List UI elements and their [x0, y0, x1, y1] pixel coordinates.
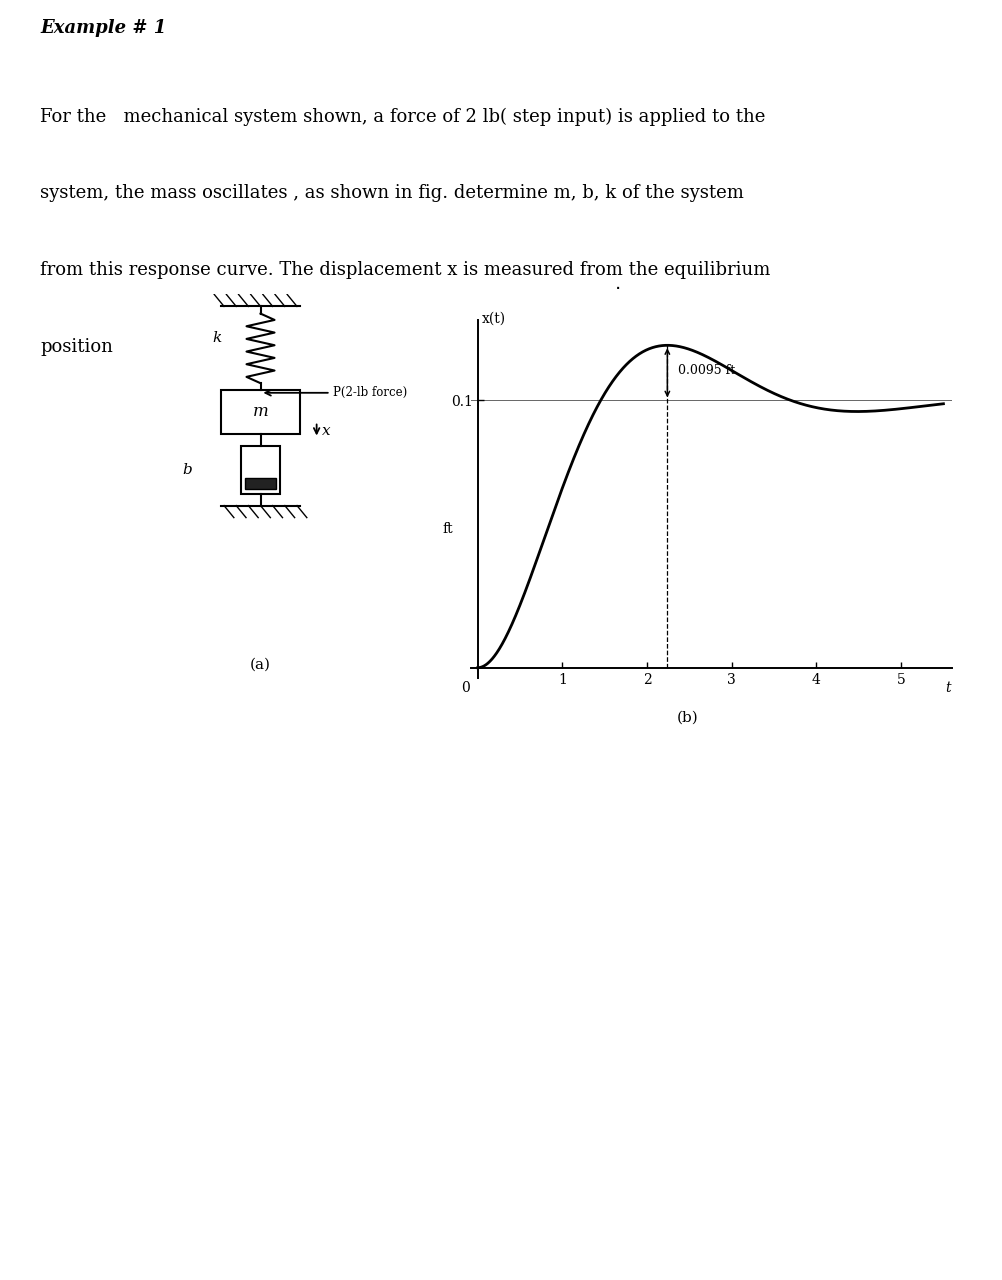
Bar [221, 390, 300, 434]
Text: position: position [40, 338, 113, 356]
Text: x: x [323, 424, 331, 438]
Text: ·: · [615, 280, 621, 300]
Text: t: t [945, 681, 951, 695]
Text: system, the mass oscillates , as shown in fig. determine m, b, k of the system: system, the mass oscillates , as shown i… [40, 184, 743, 202]
Bar [245, 477, 276, 489]
Text: 0: 0 [461, 681, 470, 695]
Text: x(t): x(t) [482, 311, 506, 325]
Text: k: k [212, 332, 222, 346]
Text: b: b [182, 462, 191, 476]
Text: 0.0095 ft: 0.0095 ft [677, 364, 734, 376]
Text: (b): (b) [676, 710, 698, 724]
Text: P(2-lb force): P(2-lb force) [334, 387, 408, 399]
Text: Example # 1: Example # 1 [40, 19, 166, 37]
Text: For the   mechanical system shown, a force of 2 lb( step input) is applied to th: For the mechanical system shown, a force… [40, 108, 766, 125]
Text: from this response curve. The displacement x is measured from the equilibrium: from this response curve. The displaceme… [40, 261, 771, 279]
Text: (a): (a) [250, 657, 271, 671]
Text: m: m [253, 403, 269, 421]
Text: ft: ft [442, 522, 453, 535]
Bar [240, 445, 281, 494]
